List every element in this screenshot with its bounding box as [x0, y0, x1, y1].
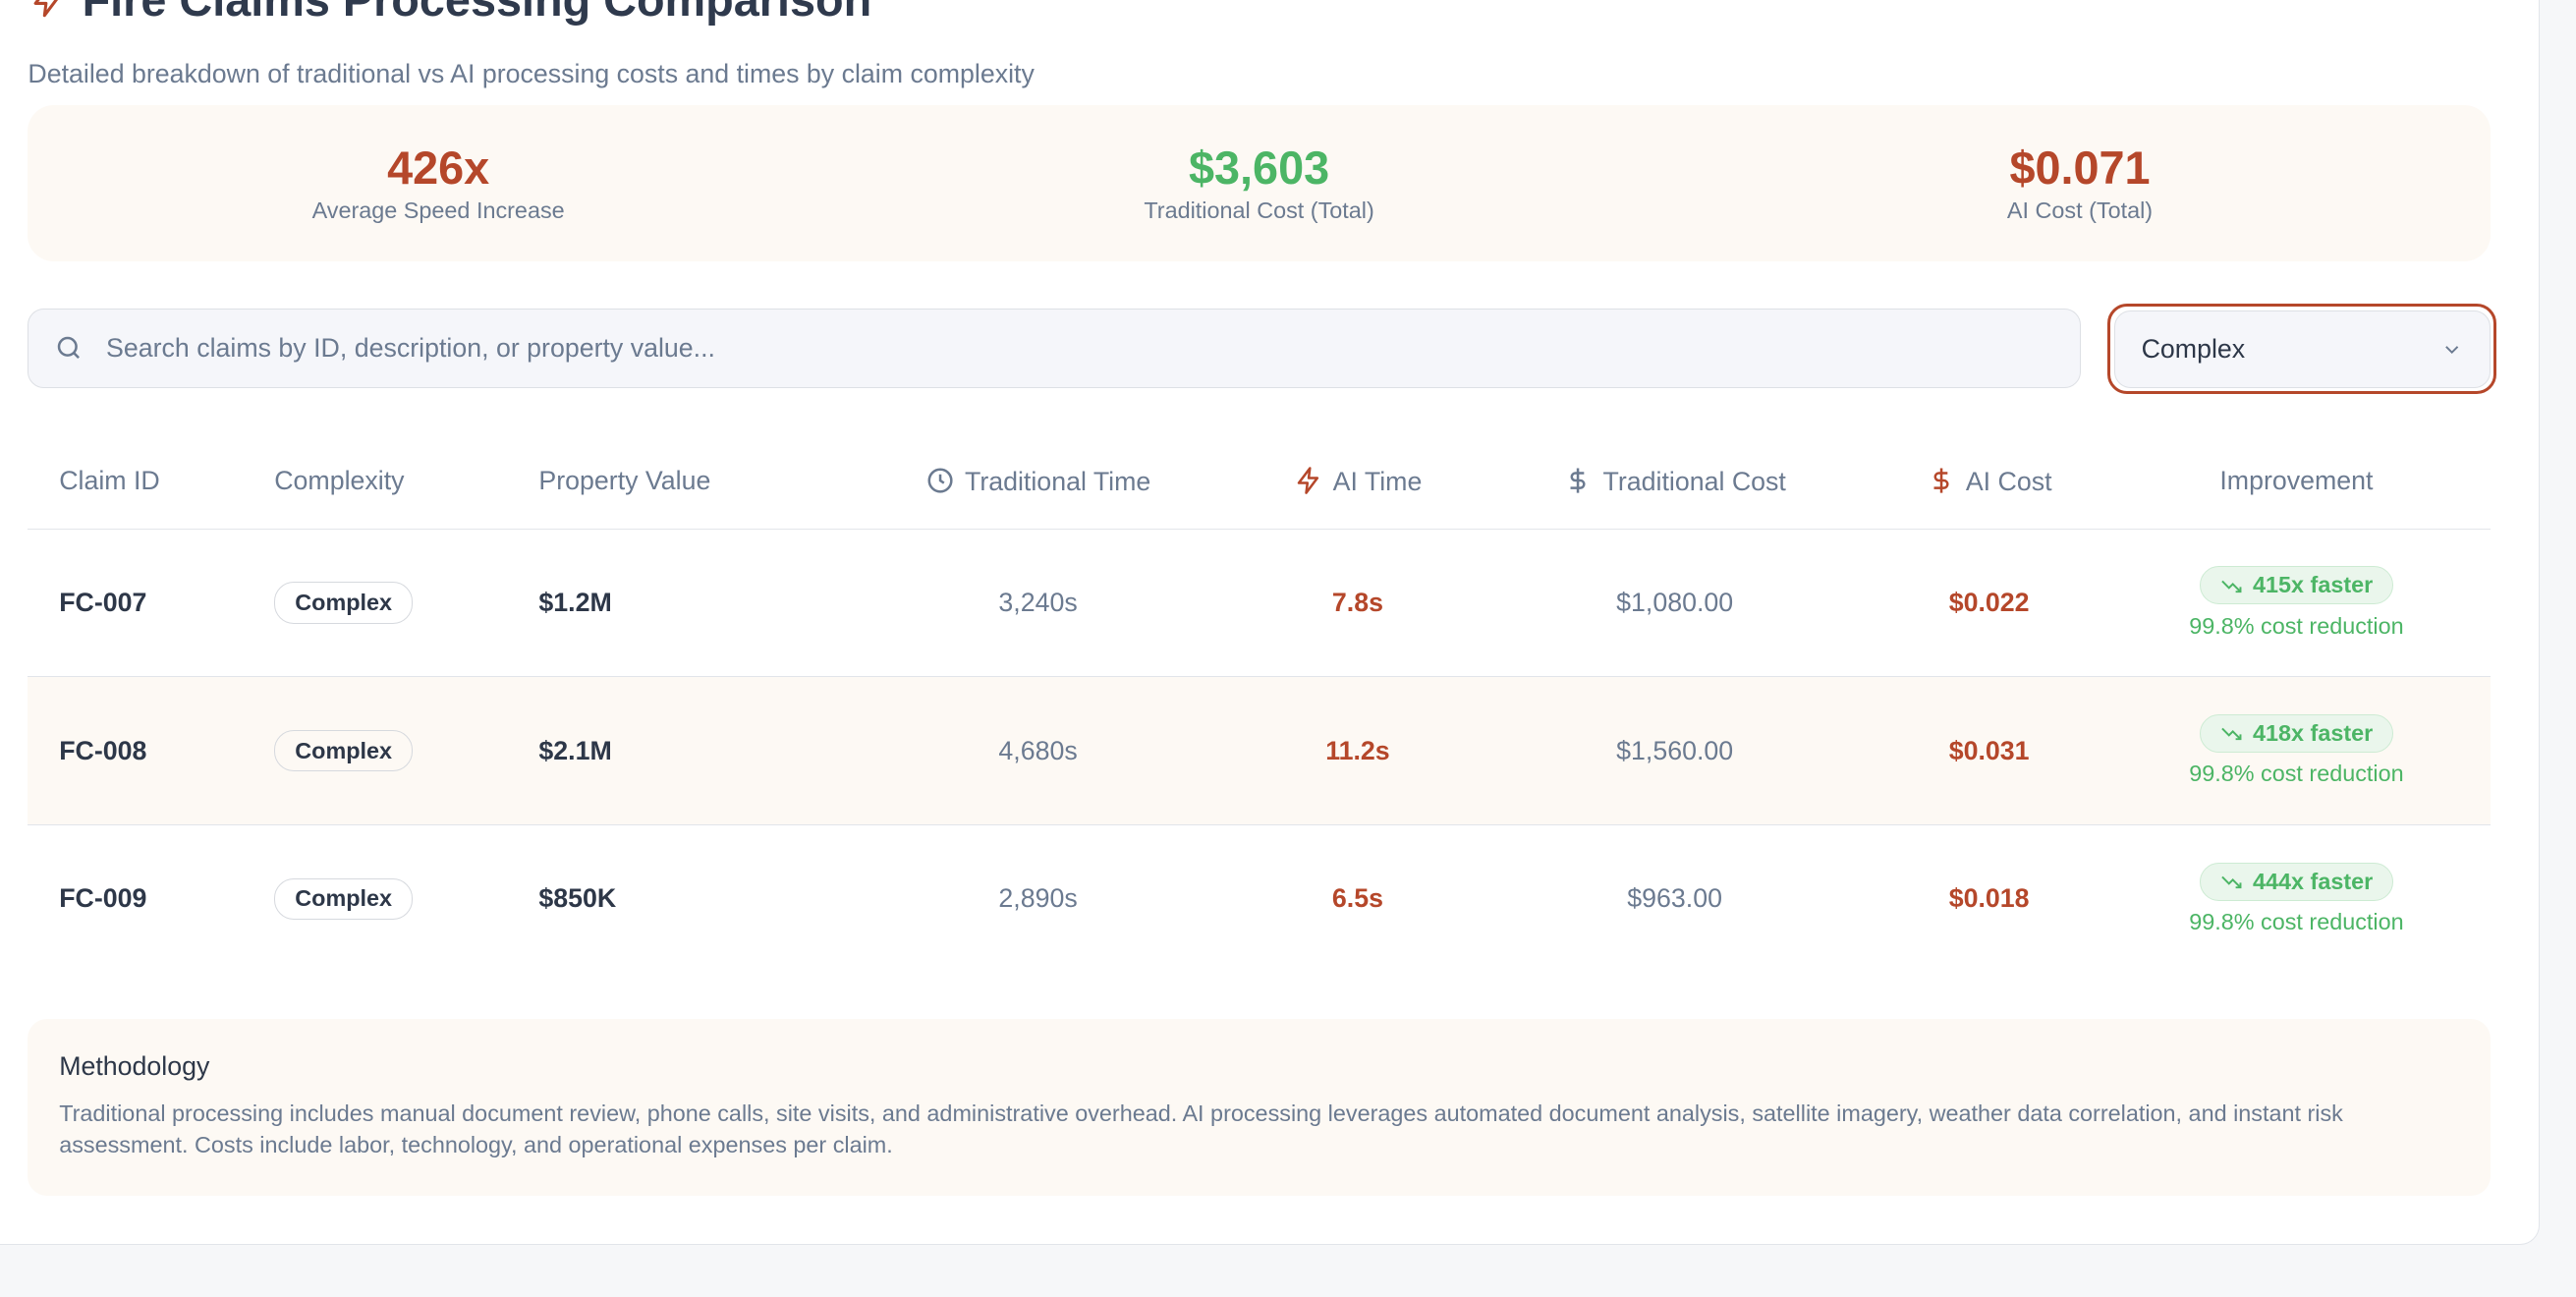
search-box[interactable]: [28, 309, 2082, 388]
complexity-badge: Complex: [274, 877, 414, 920]
stat-value: $0.071: [2009, 141, 2151, 194]
traditional-time: 4,680s: [834, 676, 1242, 825]
ai-time: 11.2s: [1241, 676, 1475, 825]
ai-cost: $0.022: [1876, 529, 2103, 678]
methodology-text: Traditional processing includes manual d…: [59, 1100, 2343, 1157]
title-text: Fire Claims Processing Comparison: [82, 0, 872, 27]
header-claim-id[interactable]: Claim ID: [28, 433, 275, 530]
ai-cost: $0.018: [1948, 883, 2030, 914]
table-row[interactable]: FC-007 Complex $1.2M 3,240s 7.8s $1,080.…: [28, 529, 2491, 678]
improvement-cell: 415x faster 99.8% cost reduction: [2102, 529, 2491, 678]
speed-text: 444x faster: [2253, 868, 2374, 894]
lightning-icon: [1297, 466, 1318, 494]
complexity-filter-select[interactable]: Complex: [2113, 310, 2491, 388]
table-row[interactable]: FC-008 Complex $2.1M 4,680s 11.2s $1,560…: [28, 676, 2491, 825]
claim-id: FC-008: [28, 676, 275, 825]
property-value: $1.2M: [538, 529, 835, 678]
dollar-icon: [1570, 468, 1586, 493]
header-ai-time[interactable]: AI Time: [1241, 433, 1475, 530]
complexity-badge: Complex: [274, 729, 414, 772]
clock-icon: [927, 468, 953, 493]
claims-table: Claim ID Complexity Property Value Tradi…: [28, 433, 2491, 972]
speed-text: 415x faster: [2253, 572, 2374, 598]
speed-badge: 415x faster: [2199, 566, 2394, 605]
trending-down-icon: [2220, 580, 2242, 592]
property-value: $2.1M: [538, 676, 835, 825]
methodology-box: Methodology Traditional processing inclu…: [28, 1018, 2491, 1197]
claim-id: FC-009: [59, 883, 147, 914]
stat-label: Average Speed Increase: [311, 197, 565, 224]
summary-stats: 426x Average Speed Increase $3,603 Traditi…: [28, 105, 2491, 261]
claim-id: FC-007: [28, 529, 275, 678]
complexity-cell: Complex: [274, 676, 539, 825]
page-subtitle: Detailed breakdown of traditional vs AI …: [28, 59, 1035, 89]
trending-down-icon: [2220, 875, 2242, 888]
page-title: Fire Claims Processing Comparison: [29, 0, 871, 27]
header-label: AI Cost: [1965, 466, 2052, 496]
methodology-title: Methodology: [59, 1051, 210, 1082]
trending-down-icon: [2220, 727, 2242, 741]
table-header: Claim ID Complexity Property Value Tradi…: [28, 433, 2491, 530]
header-improvement[interactable]: Improvement: [2102, 433, 2491, 530]
search-input[interactable]: [106, 332, 1914, 364]
traditional-cost: $1,080.00: [1474, 529, 1876, 678]
stat-value: $3,603: [1189, 141, 1330, 194]
lightning-icon: [33, 0, 59, 18]
ai-time: 6.5s: [1331, 883, 1383, 914]
complexity-cell: Complex: [274, 529, 539, 678]
header-ai-cost[interactable]: AI Cost: [1876, 433, 2103, 530]
traditional-cost: $963.00: [1627, 883, 1722, 914]
stat-ai-cost: $0.071 AI Cost (Total): [1669, 105, 2490, 261]
header-traditional-time[interactable]: Traditional Time: [834, 433, 1242, 530]
header-traditional-cost[interactable]: Traditional Cost: [1474, 433, 1876, 530]
dollar-icon: [1933, 468, 1949, 493]
header-label: AI Time: [1332, 466, 1423, 496]
ai-time: 7.8s: [1241, 529, 1475, 678]
stat-speed: 426x Average Speed Increase: [28, 105, 848, 261]
header-complexity[interactable]: Complexity: [274, 433, 539, 530]
cost-reduction: 99.8% cost reduction: [2189, 908, 2404, 934]
stat-label: AI Cost (Total): [2006, 197, 2154, 224]
traditional-cost: $1,560.00: [1474, 676, 1876, 825]
speed-badge: 444x faster: [2199, 862, 2394, 901]
select-focus-ring: [2107, 304, 2497, 395]
improvement-cell: 418x faster 99.8% cost reduction: [2102, 676, 2491, 825]
speed-badge: 418x faster: [2199, 713, 2394, 753]
table-row[interactable]: FC-009 Complex $850K 2,890s 6.5s $963.00…: [28, 824, 2490, 972]
traditional-time: 3,240s: [834, 529, 1242, 678]
chevron-down-icon: [2444, 345, 2458, 354]
complexity-badge: Complex: [274, 582, 414, 624]
improvement-cell: 444x faster 99.8% cost reduction: [2102, 824, 2491, 972]
speed-text: 418x faster: [2253, 719, 2374, 746]
ai-cost: $0.031: [1876, 676, 2103, 825]
search-icon: [57, 337, 80, 360]
traditional-time: 2,890s: [998, 883, 1078, 914]
cost-reduction: 99.8% cost reduction: [2189, 612, 2404, 639]
header-label: Traditional Cost: [1602, 466, 1786, 496]
stat-value: 426x: [387, 141, 490, 194]
stat-label: Traditional Cost (Total): [1144, 197, 1374, 224]
select-value: Complex: [2141, 333, 2246, 364]
cost-reduction: 99.8% cost reduction: [2189, 761, 2404, 787]
complexity-cell: Complex: [274, 824, 538, 972]
header-property-value[interactable]: Property Value: [538, 433, 835, 530]
property-value: $850K: [538, 883, 617, 914]
stat-traditional-cost: $3,603 Traditional Cost (Total): [849, 105, 1669, 261]
header-label: Traditional Time: [964, 466, 1151, 496]
